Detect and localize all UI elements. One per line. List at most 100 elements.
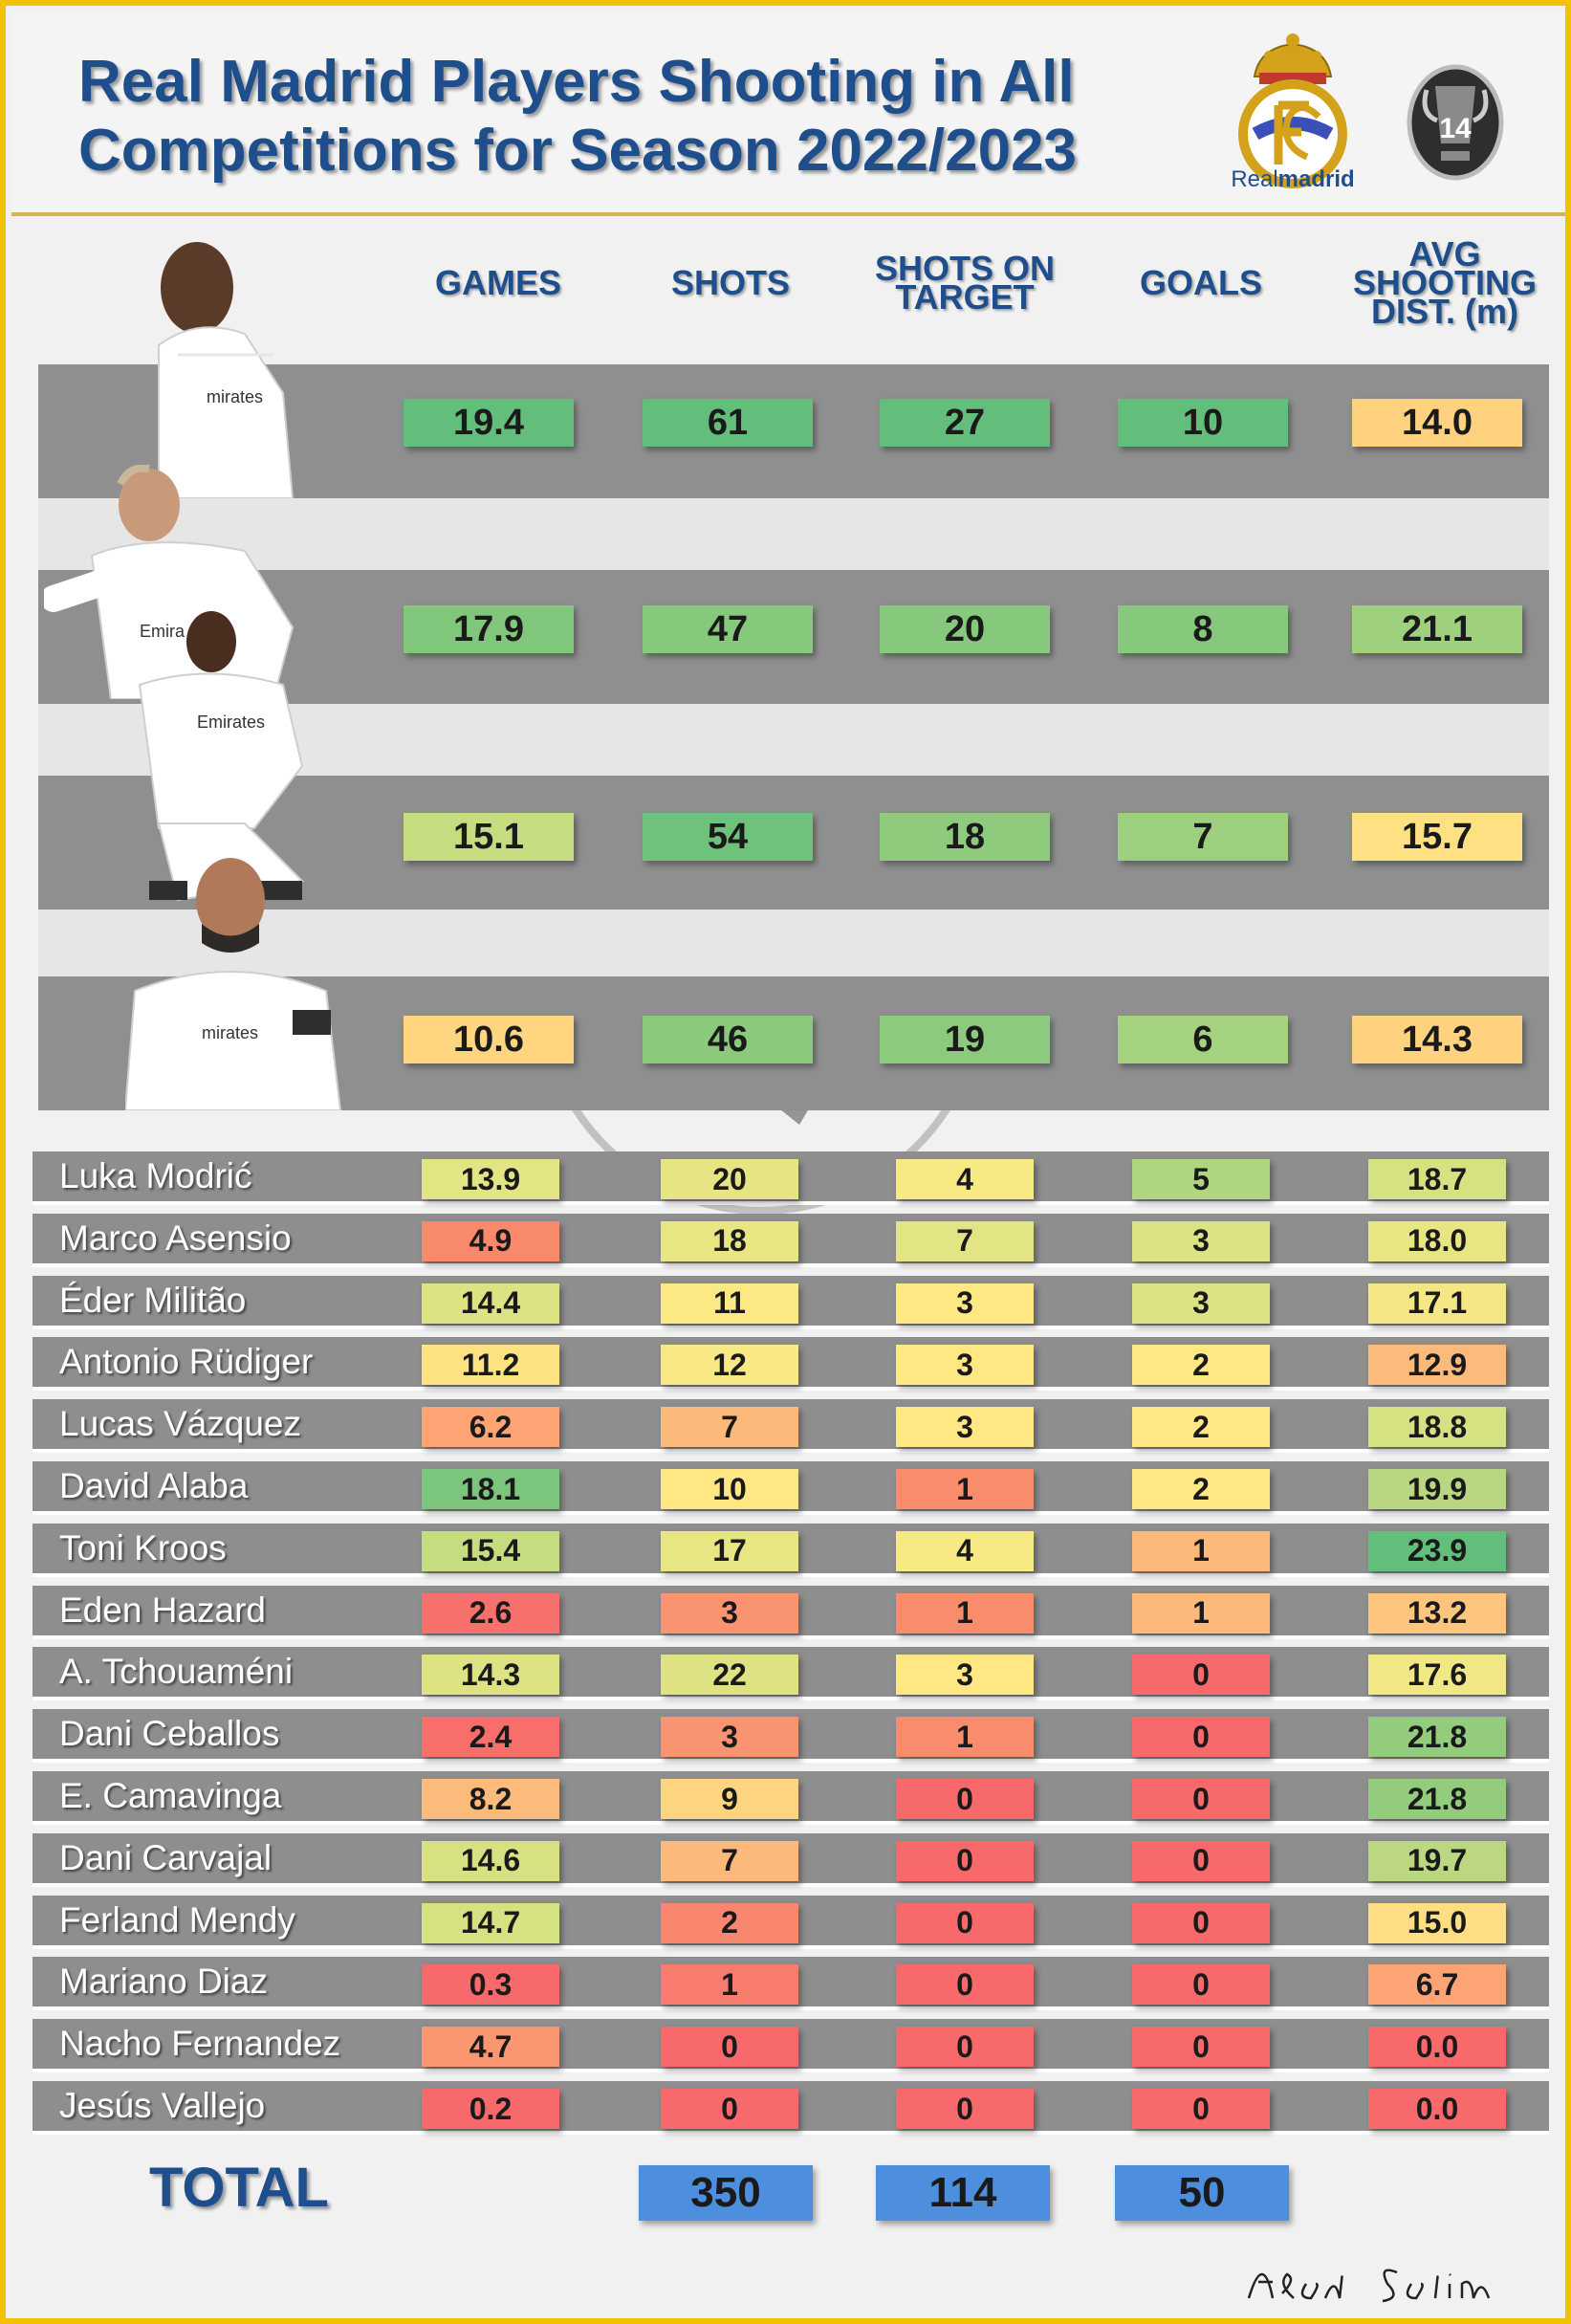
- row-6-shots-on-target-cell: 1: [896, 1469, 1034, 1509]
- real-madrid-wordmark: Realmadrid: [1207, 166, 1379, 193]
- row-16-avg-distance-cell: 0.0: [1368, 2089, 1506, 2129]
- row-7-shots-cell: 17: [661, 1530, 798, 1571]
- svg-text:Emirates: Emirates: [197, 713, 265, 732]
- row-15-avg-distance-cell: 0.0: [1368, 2027, 1506, 2068]
- row-16-shots-cell: 0: [661, 2089, 798, 2129]
- row-15-games-cell: 4.7: [422, 2027, 559, 2068]
- column-header-games: GAMES: [434, 263, 561, 302]
- row-11-shots-cell: 9: [661, 1779, 798, 1819]
- row-1-shots-on-target-cell: 4: [896, 1159, 1034, 1199]
- featured-4-shots-on-target-cell: 19: [880, 1016, 1050, 1063]
- row-9-games-cell: 14.3: [422, 1655, 559, 1696]
- row-2-goals-cell: 3: [1132, 1220, 1270, 1261]
- row-2-avg-distance-cell: 18.0: [1368, 1220, 1506, 1261]
- total-goals: 50: [1115, 2165, 1289, 2221]
- row-13-goals-cell: 0: [1132, 1902, 1270, 1943]
- featured-4-goals-cell: 6: [1118, 1016, 1288, 1063]
- row-13-games-cell: 14.7: [422, 1902, 559, 1943]
- player-name: Ferland Mendy: [59, 1899, 295, 1940]
- row-12-avg-distance-cell: 19.7: [1368, 1840, 1506, 1881]
- row-2-shots-cell: 18: [661, 1220, 798, 1261]
- column-header-goals: GOALS: [1139, 263, 1262, 302]
- row-8-shots-on-target-cell: 1: [896, 1592, 1034, 1633]
- row-14-games-cell: 0.3: [422, 1964, 559, 2006]
- svg-text:mirates: mirates: [207, 387, 263, 406]
- row-6-avg-distance-cell: 19.9: [1368, 1469, 1506, 1509]
- row-9-shots-cell: 22: [661, 1655, 798, 1696]
- featured-4-avg-distance-cell: 14.3: [1352, 1016, 1522, 1063]
- row-5-goals-cell: 2: [1132, 1407, 1270, 1448]
- featured-3-games-cell: 15.1: [404, 813, 574, 861]
- player-photo-featured-2: Emira: [44, 465, 295, 699]
- row-4-shots-on-target-cell: 3: [896, 1345, 1034, 1386]
- row-5-shots-on-target-cell: 3: [896, 1407, 1034, 1448]
- row-14-shots-cell: 1: [661, 1964, 798, 2006]
- row-15-shots-cell: 0: [661, 2027, 798, 2068]
- svg-text:mirates: mirates: [202, 1023, 258, 1042]
- row-9-shots-on-target-cell: 3: [896, 1655, 1034, 1696]
- row-3-avg-distance-cell: 17.1: [1368, 1283, 1506, 1324]
- player-photo-featured-3: Emirates: [138, 611, 305, 902]
- featured-1-shots-cell: 61: [643, 399, 813, 447]
- featured-2-shots-on-target-cell: 20: [880, 605, 1050, 653]
- row-13-shots-on-target-cell: 0: [896, 1902, 1034, 1943]
- row-4-shots-cell: 12: [661, 1345, 798, 1386]
- row-15-shots-on-target-cell: 0: [896, 2027, 1034, 2068]
- title-line-1: Real Madrid Players Shooting in All: [78, 49, 1075, 115]
- player-photo-featured-4: mirates: [125, 858, 342, 1110]
- row-14-shots-on-target-cell: 0: [896, 1964, 1034, 2006]
- row-7-avg-distance-cell: 23.9: [1368, 1530, 1506, 1571]
- row-6-games-cell: 18.1: [422, 1469, 559, 1509]
- featured-1-games-cell: 19.4: [404, 399, 574, 447]
- featured-2-shots-cell: 47: [643, 605, 813, 653]
- row-8-goals-cell: 1: [1132, 1592, 1270, 1633]
- wordmark-part-2: madrid: [1277, 166, 1355, 192]
- featured-row-gap-1: [38, 498, 1549, 570]
- total-label: TOTAL: [149, 2157, 329, 2219]
- row-2-games-cell: 4.9: [422, 1220, 559, 1261]
- wordmark-part-1: Real: [1231, 166, 1278, 192]
- row-12-shots-cell: 7: [661, 1840, 798, 1881]
- row-3-shots-on-target-cell: 3: [896, 1283, 1034, 1324]
- svg-text:Emira: Emira: [140, 622, 185, 641]
- row-10-goals-cell: 0: [1132, 1717, 1270, 1758]
- row-1-avg-distance-cell: 18.7: [1368, 1159, 1506, 1199]
- row-7-shots-on-target-cell: 4: [896, 1530, 1034, 1571]
- ucl-titles-count: 14: [1439, 113, 1472, 144]
- row-10-shots-cell: 3: [661, 1717, 798, 1758]
- total-shots: 350: [639, 2165, 813, 2221]
- player-name: Luka Modrić: [59, 1156, 252, 1195]
- player-name: Dani Ceballos: [59, 1714, 280, 1754]
- row-9-avg-distance-cell: 17.6: [1368, 1655, 1506, 1696]
- row-11-avg-distance-cell: 21.8: [1368, 1779, 1506, 1819]
- player-name: David Alaba: [59, 1466, 249, 1505]
- player-photo-featured-1: mirates: [158, 242, 295, 498]
- row-8-shots-cell: 3: [661, 1592, 798, 1633]
- row-4-avg-distance-cell: 12.9: [1368, 1345, 1506, 1386]
- row-8-games-cell: 2.6: [422, 1592, 559, 1633]
- row-5-shots-cell: 7: [661, 1407, 798, 1448]
- row-11-goals-cell: 0: [1132, 1779, 1270, 1819]
- real-madrid-crest-icon: [1238, 33, 1347, 188]
- row-9-goals-cell: 0: [1132, 1655, 1270, 1696]
- row-10-games-cell: 2.4: [422, 1717, 559, 1758]
- row-2-shots-on-target-cell: 7: [896, 1220, 1034, 1261]
- player-name: Lucas Vázquez: [59, 1404, 302, 1444]
- row-11-games-cell: 8.2: [422, 1779, 559, 1819]
- column-header-avg-shooting-distance: AVG SHOOTING DIST. (m): [1352, 234, 1537, 331]
- title-line-2: Competitions for Season 2022/2023: [78, 118, 1078, 184]
- featured-2-goals-cell: 8: [1118, 605, 1288, 653]
- row-5-avg-distance-cell: 18.8: [1368, 1407, 1506, 1448]
- row-1-games-cell: 13.9: [422, 1159, 559, 1199]
- row-6-shots-cell: 10: [661, 1469, 798, 1509]
- row-15-goals-cell: 0: [1132, 2027, 1270, 2068]
- row-3-shots-cell: 11: [661, 1283, 798, 1324]
- row-11-shots-on-target-cell: 0: [896, 1779, 1034, 1819]
- row-7-games-cell: 15.4: [422, 1530, 559, 1571]
- total-shots-on-target: 114: [876, 2165, 1050, 2221]
- champions-league-trophy-icon: 14: [1407, 64, 1504, 181]
- player-name: Toni Kroos: [59, 1527, 227, 1568]
- row-8-avg-distance-cell: 13.2: [1368, 1592, 1506, 1633]
- featured-1-avg-distance-cell: 14.0: [1352, 399, 1522, 447]
